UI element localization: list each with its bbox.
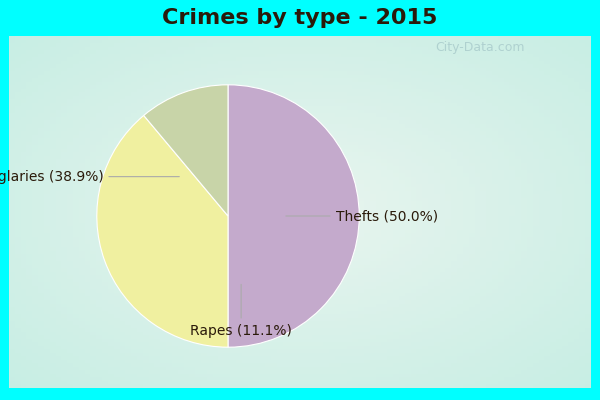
Text: Burglaries (38.9%): Burglaries (38.9%): [0, 170, 179, 184]
Text: City-Data.com: City-Data.com: [435, 42, 525, 54]
Wedge shape: [144, 85, 228, 216]
Text: Crimes by type - 2015: Crimes by type - 2015: [163, 8, 437, 28]
Text: Rapes (11.1%): Rapes (11.1%): [190, 284, 292, 338]
Text: Thefts (50.0%): Thefts (50.0%): [286, 209, 438, 223]
Wedge shape: [97, 116, 228, 347]
Wedge shape: [228, 85, 359, 347]
